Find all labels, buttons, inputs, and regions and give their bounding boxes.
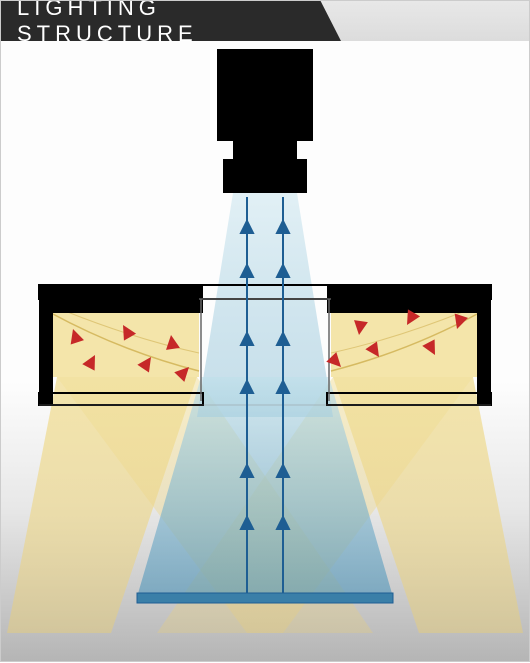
page-title: LIGHTING STRUCTURE [17,0,341,47]
sample-object [137,593,393,603]
lighting-diagram-svg [1,41,529,663]
scene-background [1,41,529,661]
diagram-frame: LIGHTING STRUCTURE [0,0,530,662]
camera-icon [217,49,313,193]
header-dark-angled: LIGHTING STRUCTURE [1,1,341,41]
